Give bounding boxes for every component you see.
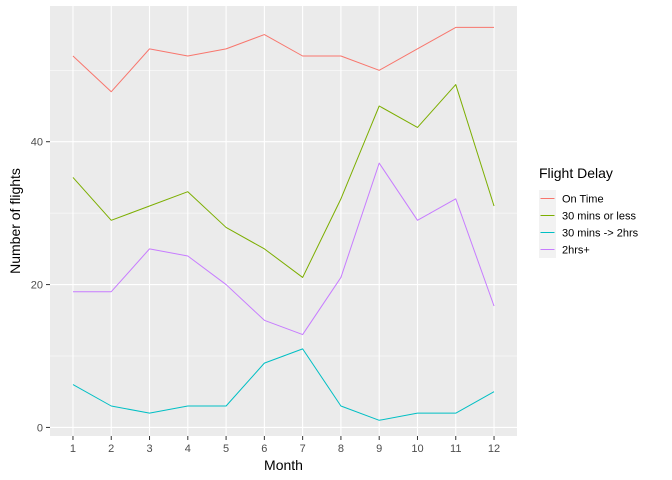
legend: Flight Delay On Time 30 mins or less 30 mi… — [539, 165, 639, 258]
x-tick-label: 3 — [146, 443, 152, 455]
legend-entry-label: 2hrs+ — [562, 245, 590, 257]
y-tick-label: 40 — [31, 137, 43, 149]
y-tick-label: 0 — [37, 422, 43, 434]
major-gridlines — [50, 6, 517, 436]
series-line-3 — [72, 162, 495, 336]
series-lines — [72, 26, 495, 421]
y-axis-title: Number of flights — [7, 168, 23, 274]
x-tick-label: 8 — [338, 443, 344, 455]
panel-background — [50, 6, 517, 436]
x-tick-label: 9 — [376, 443, 382, 455]
y-axis: 0 20 40 — [31, 137, 50, 434]
series-line-1 — [72, 84, 495, 278]
x-axis: 1 2 3 4 5 6 7 8 9 10 11 12 — [70, 436, 500, 455]
x-tick-label: 1 — [70, 443, 76, 455]
legend-entry-label: 30 mins -> 2hrs — [562, 228, 639, 240]
x-tick-label: 6 — [261, 443, 267, 455]
x-tick-label: 2 — [108, 443, 114, 455]
x-tick-label: 12 — [488, 443, 500, 455]
legend-entry-label: On Time — [562, 194, 604, 206]
series-line-2 — [72, 348, 495, 421]
x-tick-label: 5 — [223, 443, 229, 455]
x-tick-label: 7 — [300, 443, 306, 455]
y-tick-label: 20 — [31, 280, 43, 292]
legend-entry-label: 30 mins or less — [562, 211, 636, 223]
x-tick-label: 10 — [411, 443, 423, 455]
x-tick-label: 4 — [185, 443, 191, 455]
x-tick-label: 11 — [450, 443, 461, 455]
series-line-0 — [72, 26, 495, 93]
x-axis-title: Month — [264, 457, 303, 473]
legend-title: Flight Delay — [539, 165, 613, 181]
